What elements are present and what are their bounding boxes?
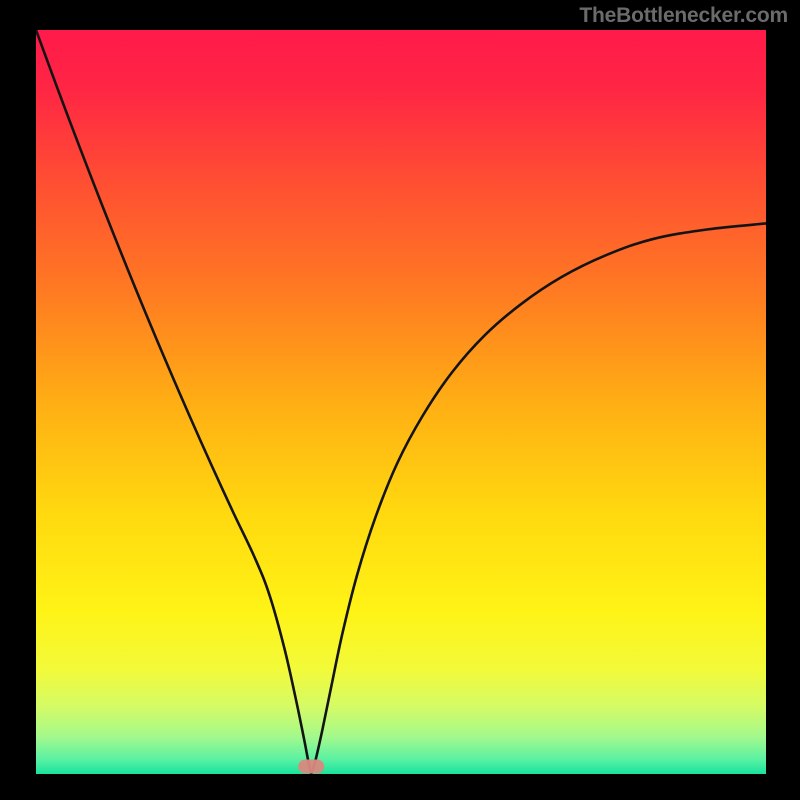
optimal-marker: [298, 760, 324, 774]
plot-area: [36, 30, 766, 774]
chart-frame: TheBottlenecker.com: [0, 0, 800, 800]
curve-layer: [36, 30, 766, 774]
watermark-text: TheBottlenecker.com: [579, 4, 788, 28]
bottleneck-curve: [36, 30, 766, 774]
